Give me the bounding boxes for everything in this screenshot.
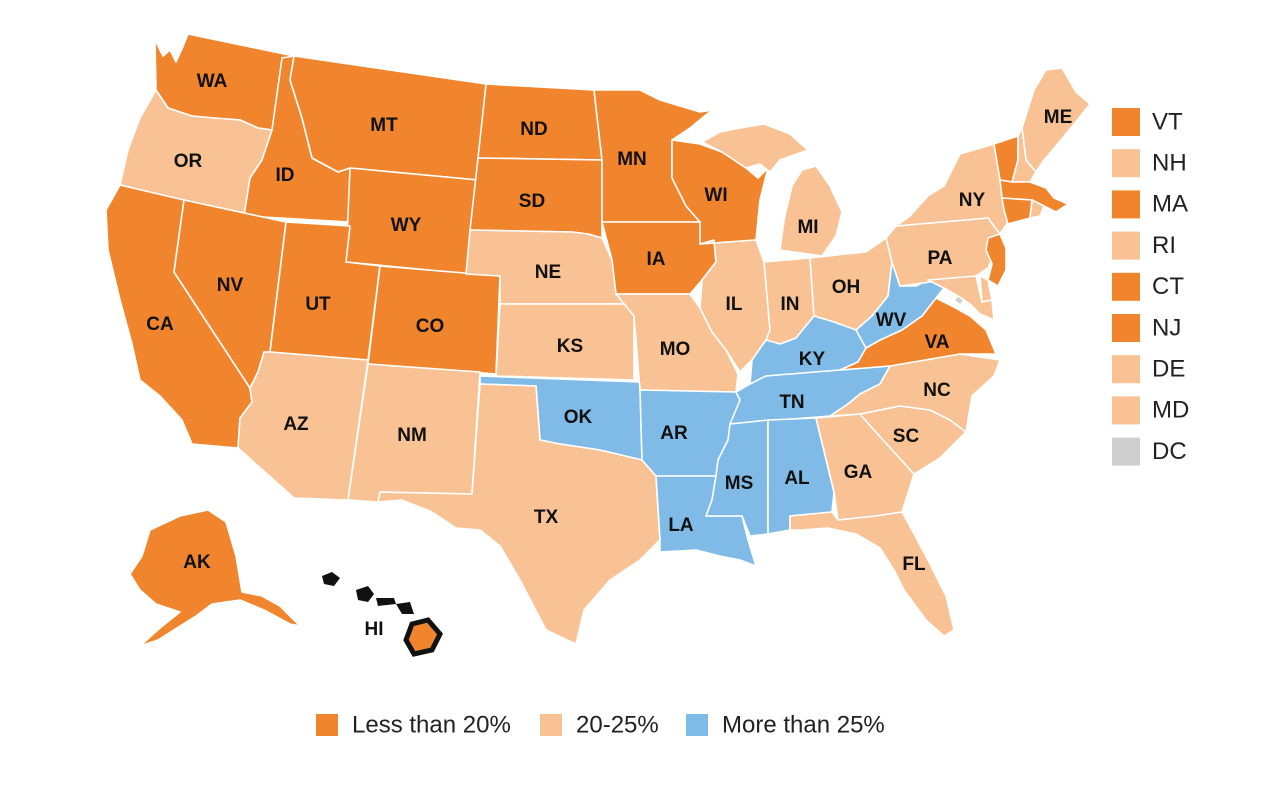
state-label-hi: HI xyxy=(365,619,384,640)
state-label-ms: MS xyxy=(725,473,754,494)
state-label-pa: PA xyxy=(928,248,953,269)
small-state-swatch-nj xyxy=(1112,314,1140,342)
state-label-wy: WY xyxy=(391,215,422,236)
small-state-swatch-vt xyxy=(1112,108,1140,136)
small-state-swatch-de xyxy=(1112,355,1140,384)
state-label-in: IN xyxy=(781,294,800,315)
state-nh[interactable] xyxy=(1011,127,1037,183)
state-label-tx: TX xyxy=(534,507,559,528)
state-label-nc: NC xyxy=(923,380,951,401)
state-label-tn: TN xyxy=(779,392,804,413)
state-label-ca: CA xyxy=(146,314,174,335)
legend-label-high: More than 25% xyxy=(722,711,885,738)
small-state-label-de: DE xyxy=(1152,356,1185,383)
hawaii-island-kauai xyxy=(322,572,340,586)
small-states-legend: VT NH MA RI CT NJ DE MD DC xyxy=(1112,108,1189,466)
legend-label-mid: 20-25% xyxy=(576,711,659,738)
state-label-or: OR xyxy=(174,151,203,172)
small-state-label-md: MD xyxy=(1152,397,1189,424)
state-labels: WA OR CA ID NV MT WY UT AZ CO NM ND SD NE KS OK TX MN IA MO… xyxy=(146,71,1072,640)
state-label-ks: KS xyxy=(557,336,583,357)
state-label-ne: NE xyxy=(535,262,561,283)
state-label-ky: KY xyxy=(799,349,826,370)
state-label-al: AL xyxy=(784,468,810,489)
hawaii-island-molokai xyxy=(376,598,396,606)
state-ny[interactable] xyxy=(895,143,1009,235)
small-state-swatch-nh xyxy=(1112,149,1140,178)
state-label-id: ID xyxy=(276,165,295,186)
state-hi[interactable] xyxy=(403,617,443,657)
small-state-label-ri: RI xyxy=(1152,232,1176,259)
state-label-sd: SD xyxy=(519,191,545,212)
legend-label-low: Less than 20% xyxy=(352,711,511,738)
state-ak[interactable] xyxy=(129,509,301,647)
hawaii-island-maui xyxy=(396,602,414,614)
small-state-swatch-ma xyxy=(1112,190,1140,219)
small-state-swatch-ri xyxy=(1112,231,1140,260)
state-label-mt: MT xyxy=(370,115,398,136)
state-label-mn: MN xyxy=(617,149,647,170)
state-label-oh: OH xyxy=(832,277,861,298)
state-dc[interactable] xyxy=(953,295,965,306)
state-label-co: CO xyxy=(416,316,445,337)
state-label-il: IL xyxy=(726,294,743,315)
small-state-label-ct: CT xyxy=(1152,273,1184,300)
state-label-nd: ND xyxy=(520,119,547,140)
state-label-ar: AR xyxy=(660,423,688,444)
small-state-swatch-ct xyxy=(1112,272,1140,301)
legend-swatch-low xyxy=(316,714,338,736)
states-layer xyxy=(105,33,1091,657)
state-label-ok: OK xyxy=(564,407,593,428)
state-mo[interactable] xyxy=(615,293,739,393)
hawaii-island-oahu xyxy=(356,586,374,602)
category-legend: Less than 20% 20-25% More than 25% xyxy=(316,711,885,738)
state-label-wi: WI xyxy=(704,185,727,206)
state-label-wv: WV xyxy=(876,310,907,331)
state-ct[interactable] xyxy=(1001,197,1033,225)
small-state-label-nh: NH xyxy=(1152,150,1187,177)
small-state-label-nj: NJ xyxy=(1152,314,1181,341)
small-state-swatch-md xyxy=(1112,396,1140,425)
state-label-va: VA xyxy=(925,332,950,353)
state-tx[interactable] xyxy=(377,383,661,645)
state-ks[interactable] xyxy=(495,303,635,381)
state-ri[interactable] xyxy=(1029,199,1045,219)
small-state-swatch-dc xyxy=(1112,437,1140,466)
legend-swatch-mid xyxy=(540,714,562,736)
state-label-mi: MI xyxy=(797,217,818,238)
state-label-ny: NY xyxy=(959,190,986,211)
state-label-me: ME xyxy=(1044,107,1073,128)
state-label-nm: NM xyxy=(397,425,427,446)
state-label-ga: GA xyxy=(844,462,873,483)
state-label-sc: SC xyxy=(893,426,920,447)
state-mi[interactable] xyxy=(701,123,843,257)
state-label-az: AZ xyxy=(283,414,309,435)
state-label-wa: WA xyxy=(197,71,228,92)
small-state-label-ma: MA xyxy=(1152,191,1188,218)
small-state-label-vt: VT xyxy=(1152,108,1183,135)
state-nj[interactable] xyxy=(985,233,1007,287)
small-state-label-dc: DC xyxy=(1152,438,1187,465)
state-fl[interactable] xyxy=(789,511,955,637)
state-label-ia: IA xyxy=(647,249,666,270)
state-hi-islands[interactable] xyxy=(322,572,443,657)
state-nc[interactable] xyxy=(829,353,1001,433)
legend-swatch-high xyxy=(686,714,708,736)
state-label-nv: NV xyxy=(217,275,244,296)
state-label-la: LA xyxy=(668,515,694,536)
state-label-ut: UT xyxy=(305,294,331,315)
state-label-mo: MO xyxy=(660,339,691,360)
state-label-ak: AK xyxy=(183,552,211,573)
state-label-fl: FL xyxy=(902,554,926,575)
